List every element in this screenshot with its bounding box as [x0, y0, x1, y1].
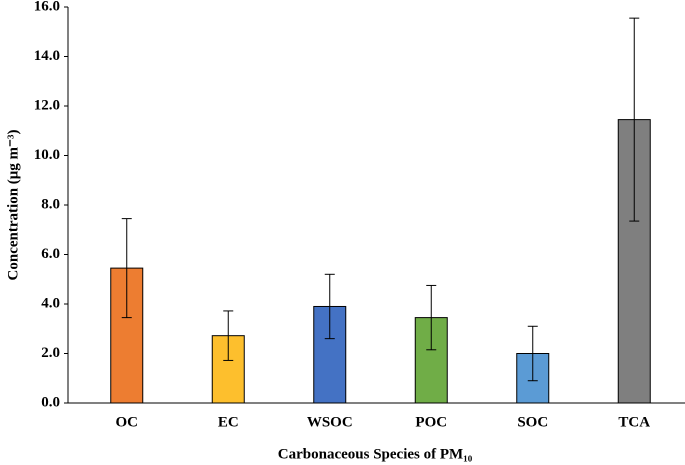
bar — [414, 317, 448, 404]
x-tick-label: POC — [415, 414, 447, 430]
y-tick-label: 6.0 — [41, 246, 60, 262]
error-bar — [121, 218, 132, 319]
error-bar — [324, 273, 335, 340]
y-axis-title: Concentration (μg m⁻³) — [5, 130, 21, 281]
y-tick-label: 4.0 — [41, 295, 60, 311]
x-tick-label: SOC — [517, 414, 548, 430]
y-tick-label: 10.0 — [34, 147, 60, 163]
y-tick-label: 2.0 — [41, 345, 60, 361]
error-bar — [426, 284, 437, 351]
y-tick-label: 8.0 — [41, 196, 60, 212]
error-bar — [527, 325, 538, 382]
y-tick-label: 14.0 — [34, 48, 60, 64]
y-tick-label: 0.0 — [41, 394, 60, 410]
x-tick-label: TCA — [618, 414, 650, 430]
x-tick-label: EC — [218, 414, 239, 430]
error-bar — [223, 310, 234, 361]
x-axis-title: Carbonaceous Species of PM₁₀ — [278, 446, 473, 462]
y-tick-label: 12.0 — [34, 97, 60, 113]
error-bar — [629, 17, 640, 222]
x-tick-label: WSOC — [307, 414, 353, 430]
y-tick-label: 16.0 — [34, 0, 60, 14]
x-tick-label: OC — [116, 414, 139, 430]
